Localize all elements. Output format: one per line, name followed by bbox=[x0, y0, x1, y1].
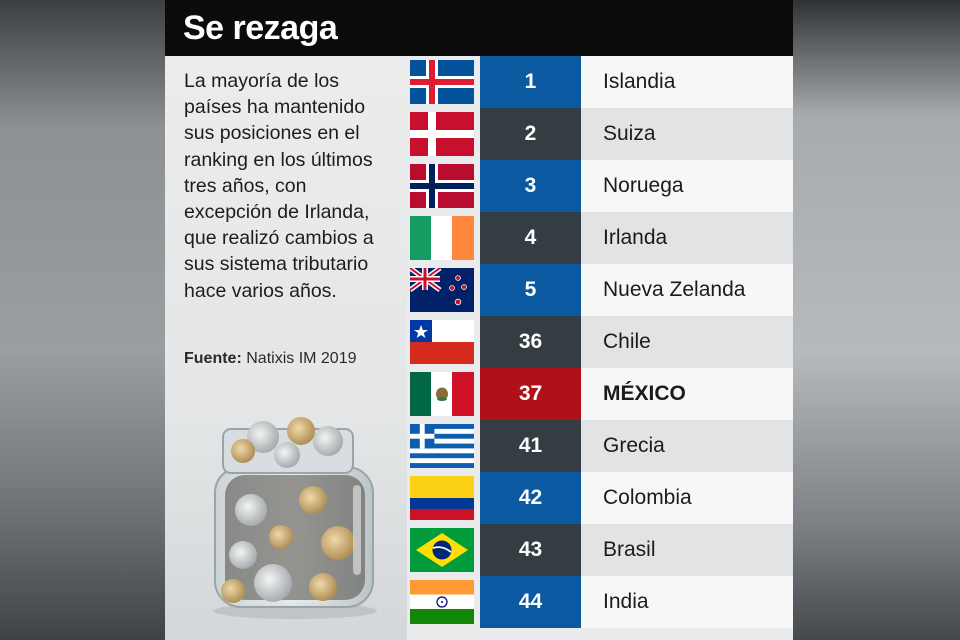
flag-cell bbox=[407, 472, 480, 524]
ranking-row: 36 Chile bbox=[407, 316, 793, 368]
flag-cell bbox=[407, 56, 480, 108]
ranking-row: 5 Nueva Zelanda bbox=[407, 264, 793, 316]
country-name: India bbox=[603, 590, 649, 613]
new-zealand-flag-icon bbox=[410, 268, 474, 312]
country-cell: Irlanda bbox=[581, 212, 793, 264]
iceland-flag-icon bbox=[410, 60, 474, 104]
norway-flag-icon bbox=[410, 164, 474, 208]
country-name: Nueva Zelanda bbox=[603, 278, 746, 301]
rank-cell: 41 bbox=[480, 420, 581, 472]
colombia-flag-icon bbox=[410, 476, 474, 520]
infographic-card: Se rezaga La mayoría de los países ha ma… bbox=[165, 0, 793, 640]
country-name: Islandia bbox=[603, 70, 676, 93]
rank-cell: 37 bbox=[480, 368, 581, 420]
country-cell: Suiza bbox=[581, 108, 793, 160]
ranking-row: 2 Suiza bbox=[407, 108, 793, 160]
country-name: Suiza bbox=[603, 122, 656, 145]
country-cell: Islandia bbox=[581, 56, 793, 108]
source-note: Fuente: Natixis IM 2019 bbox=[184, 350, 357, 368]
country-cell: Colombia bbox=[581, 472, 793, 524]
background-left bbox=[0, 0, 165, 640]
country-name: Grecia bbox=[603, 434, 665, 457]
brazil-flag-icon bbox=[410, 528, 474, 572]
rank-cell: 36 bbox=[480, 316, 581, 368]
country-name: Colombia bbox=[603, 486, 692, 509]
infographic-title: Se rezaga bbox=[183, 9, 338, 47]
ranking-row: 44 India bbox=[407, 576, 793, 628]
mexico-flag-icon bbox=[410, 372, 474, 416]
rank-cell: 43 bbox=[480, 524, 581, 576]
ranking-row-highlight: 37 MÉXICO bbox=[407, 368, 793, 420]
country-cell: Brasil bbox=[581, 524, 793, 576]
flag-cell bbox=[407, 368, 480, 420]
flag-cell bbox=[407, 108, 480, 160]
rank-cell: 4 bbox=[480, 212, 581, 264]
flag-cell bbox=[407, 264, 480, 316]
flag-cell bbox=[407, 316, 480, 368]
rank-cell: 42 bbox=[480, 472, 581, 524]
coin-jar-illustration bbox=[213, 417, 377, 619]
rank-cell: 3 bbox=[480, 160, 581, 212]
flag-cell bbox=[407, 420, 480, 472]
country-name: Noruega bbox=[603, 174, 684, 197]
chile-flag-icon bbox=[410, 320, 474, 364]
flag-cell bbox=[407, 524, 480, 576]
country-cell: Grecia bbox=[581, 420, 793, 472]
intro-text: La mayoría de los países ha mantenido su… bbox=[184, 70, 374, 302]
country-name: Chile bbox=[603, 330, 651, 353]
ranking-row: 43 Brasil bbox=[407, 524, 793, 576]
country-cell: Noruega bbox=[581, 160, 793, 212]
country-name: Brasil bbox=[603, 538, 656, 561]
india-flag-icon bbox=[410, 580, 474, 624]
ranking-row: 4 Irlanda bbox=[407, 212, 793, 264]
source-value: Natixis IM 2019 bbox=[246, 350, 357, 367]
country-cell: India bbox=[581, 576, 793, 628]
rank-cell: 1 bbox=[480, 56, 581, 108]
flag-cell bbox=[407, 160, 480, 212]
rank-cell: 44 bbox=[480, 576, 581, 628]
ranking-row: 41 Grecia bbox=[407, 420, 793, 472]
title-bar: Se rezaga bbox=[165, 0, 793, 56]
ranking-table: 1 Islandia 2 Suiza bbox=[407, 56, 793, 640]
denmark-style-flag-icon bbox=[410, 112, 474, 156]
country-cell: MÉXICO bbox=[581, 368, 793, 420]
flag-cell bbox=[407, 212, 480, 264]
ranking-row: 3 Noruega bbox=[407, 160, 793, 212]
ireland-flag-icon bbox=[410, 216, 474, 260]
greece-flag-icon bbox=[410, 424, 474, 468]
country-cell: Nueva Zelanda bbox=[581, 264, 793, 316]
country-cell: Chile bbox=[581, 316, 793, 368]
flag-cell bbox=[407, 576, 480, 628]
country-name: Irlanda bbox=[603, 226, 668, 249]
ranking-row: 1 Islandia bbox=[407, 56, 793, 108]
rank-cell: 2 bbox=[480, 108, 581, 160]
source-label: Fuente: bbox=[184, 350, 242, 367]
background-right bbox=[793, 0, 960, 640]
rank-cell: 5 bbox=[480, 264, 581, 316]
country-name: MÉXICO bbox=[603, 382, 686, 405]
ranking-row: 42 Colombia bbox=[407, 472, 793, 524]
